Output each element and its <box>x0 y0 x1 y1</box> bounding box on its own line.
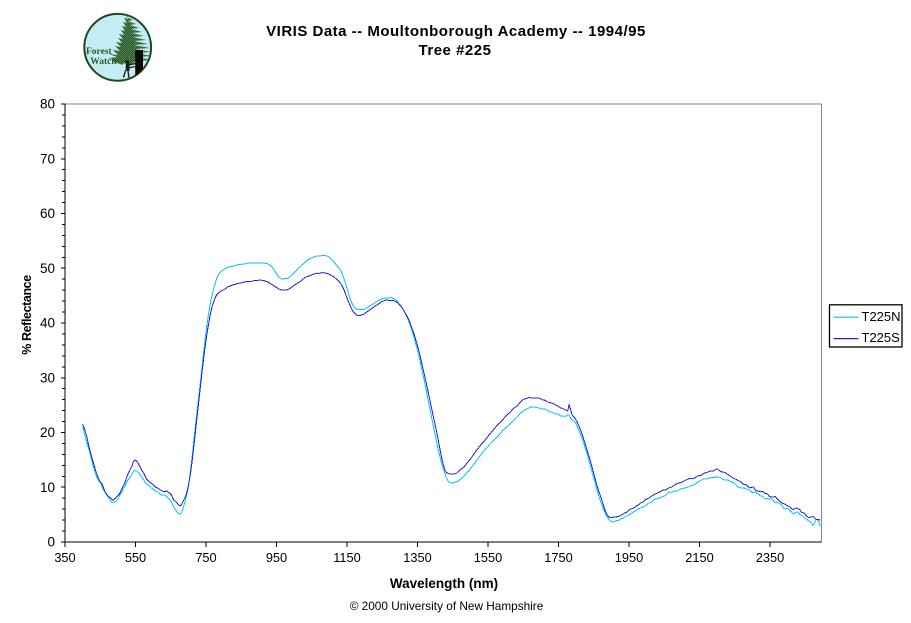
svg-text:70: 70 <box>40 151 55 166</box>
svg-text:1350: 1350 <box>403 550 431 565</box>
svg-text:750: 750 <box>195 550 216 565</box>
svg-text:950: 950 <box>266 550 287 565</box>
svg-text:Tree #225: Tree #225 <box>419 42 492 59</box>
svg-text:0: 0 <box>47 535 55 550</box>
svg-text:© 2000 University of New Hamps: © 2000 University of New Hampshire <box>350 599 544 613</box>
svg-text:2350: 2350 <box>756 550 784 565</box>
svg-text:VIRIS Data -- Moultonborough A: VIRIS Data -- Moultonborough Academy -- … <box>266 23 646 40</box>
svg-text:Forest: Forest <box>86 47 113 57</box>
svg-text:T225S: T225S <box>862 330 901 345</box>
svg-text:40: 40 <box>40 316 55 331</box>
svg-text:Wavelength (nm): Wavelength (nm) <box>390 576 498 591</box>
svg-text:2150: 2150 <box>685 550 713 565</box>
svg-text:30: 30 <box>40 370 55 385</box>
svg-text:T225N: T225N <box>862 309 901 324</box>
svg-text:1950: 1950 <box>615 550 643 565</box>
svg-text:Watch: Watch <box>90 57 117 67</box>
svg-text:550: 550 <box>125 550 146 565</box>
svg-text:1750: 1750 <box>544 550 572 565</box>
svg-text:1150: 1150 <box>333 550 361 565</box>
svg-text:350: 350 <box>54 550 75 565</box>
svg-text:80: 80 <box>40 97 55 112</box>
svg-text:1550: 1550 <box>474 550 502 565</box>
svg-text:10: 10 <box>40 480 55 495</box>
svg-text:20: 20 <box>40 425 55 440</box>
svg-text:50: 50 <box>40 261 55 276</box>
svg-text:60: 60 <box>40 206 55 221</box>
svg-text:% Reflectance: % Reflectance <box>20 275 34 355</box>
